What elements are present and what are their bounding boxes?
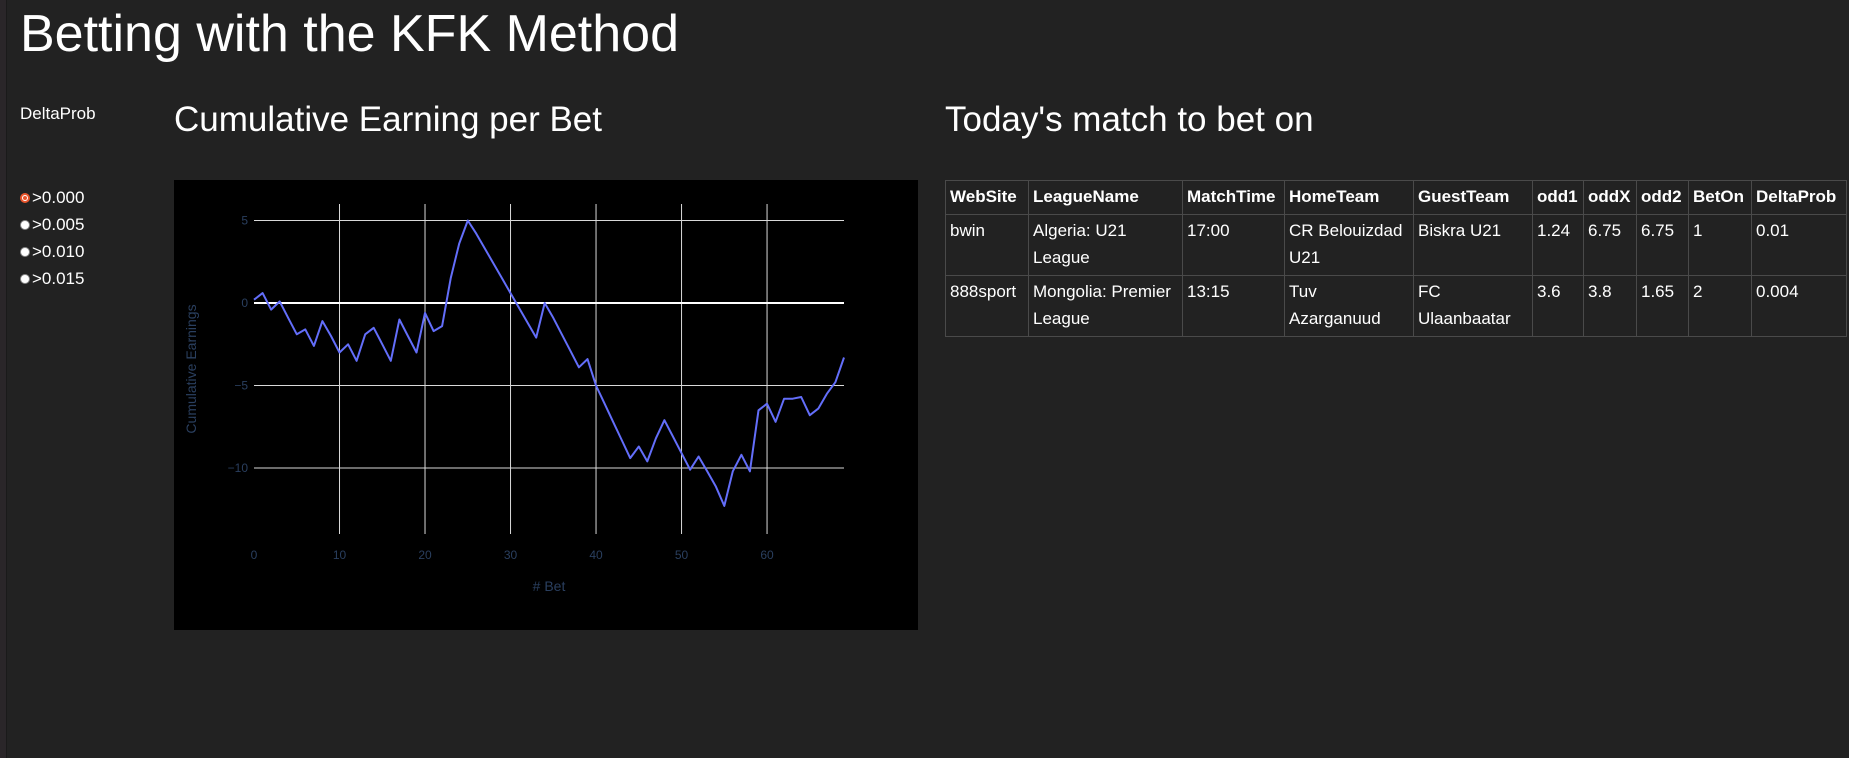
radio-unchecked-icon[interactable] bbox=[20, 273, 30, 284]
radio-option-1[interactable]: >0.005 bbox=[20, 211, 84, 238]
table-cell: Mongolia: Premier League bbox=[1028, 275, 1183, 337]
y-tick-label: 0 bbox=[241, 296, 248, 310]
y-tick-label: −10 bbox=[228, 461, 249, 475]
table-cell: bwin bbox=[945, 214, 1029, 276]
x-tick-label: 50 bbox=[675, 548, 689, 562]
page-title: Betting with the KFK Method bbox=[20, 5, 680, 63]
x-tick-label: 60 bbox=[760, 548, 774, 562]
table-cell: Tuv Azarganuud bbox=[1284, 275, 1414, 337]
table-cell: 1.65 bbox=[1636, 275, 1689, 337]
y-tick-label: 5 bbox=[241, 214, 248, 228]
table-cell: Algeria: U21 League bbox=[1028, 214, 1183, 276]
table-cell: 1.24 bbox=[1532, 214, 1584, 276]
deltaprob-filter-label: DeltaProb bbox=[20, 104, 96, 123]
table-cell: 6.75 bbox=[1636, 214, 1689, 276]
matches-table: WebSite LeagueName MatchTime HomeTeam Gu… bbox=[945, 180, 1847, 337]
x-tick-label: 10 bbox=[333, 548, 347, 562]
radio-option-2[interactable]: >0.010 bbox=[20, 238, 84, 265]
column-header[interactable]: DeltaProb bbox=[1751, 180, 1847, 215]
window-left-edge bbox=[0, 0, 7, 758]
y-axis-title: Cumulative Earnings bbox=[183, 304, 199, 433]
table-cell: 3.6 bbox=[1532, 275, 1584, 337]
table-cell: 2 bbox=[1688, 275, 1752, 337]
radio-unchecked-icon[interactable] bbox=[20, 219, 30, 230]
radio-checked-icon[interactable] bbox=[20, 192, 30, 203]
table-row: bwin Algeria: U21 League 17:00 CR Beloui… bbox=[945, 214, 1847, 276]
x-axis-title: # Bet bbox=[533, 578, 566, 594]
table-cell: 1 bbox=[1688, 214, 1752, 276]
cumulative-earnings-chart[interactable]: 0 10 20 30 40 50 60 5 0 −5 −10 # Bet Cumulative Ea… bbox=[174, 180, 918, 630]
x-tick-label: 30 bbox=[504, 548, 518, 562]
table-cell: 17:00 bbox=[1182, 214, 1285, 276]
radio-unchecked-icon[interactable] bbox=[20, 246, 30, 257]
column-header[interactable]: BetOn bbox=[1688, 180, 1752, 215]
radio-option-label: >0.000 bbox=[32, 187, 85, 207]
column-header[interactable]: MatchTime bbox=[1182, 180, 1285, 215]
column-header[interactable]: LeagueName bbox=[1028, 180, 1183, 215]
column-header[interactable]: HomeTeam bbox=[1284, 180, 1414, 215]
x-tick-label: 0 bbox=[251, 548, 258, 562]
radio-option-label: >0.010 bbox=[32, 241, 85, 261]
radio-option-label: >0.015 bbox=[32, 268, 85, 288]
table-cell: Biskra U21 bbox=[1413, 214, 1533, 276]
column-header[interactable]: oddX bbox=[1583, 180, 1637, 215]
table-section-title: Today's match to bet on bbox=[945, 100, 1314, 139]
table-cell: 888sport bbox=[945, 275, 1029, 337]
earnings-series-line bbox=[253, 219, 845, 507]
radio-option-label: >0.005 bbox=[32, 214, 85, 234]
x-tick-label: 20 bbox=[418, 548, 432, 562]
table-cell: 13:15 bbox=[1182, 275, 1285, 337]
x-tick-label: 40 bbox=[589, 548, 603, 562]
chart-series-layer bbox=[253, 219, 845, 507]
table-cell: 0.004 bbox=[1751, 275, 1847, 337]
column-header[interactable]: odd1 bbox=[1532, 180, 1584, 215]
deltaprob-radio-group: >0.000 >0.005 >0.010 >0.015 bbox=[20, 184, 84, 292]
table-cell: 6.75 bbox=[1583, 214, 1637, 276]
chart-grid bbox=[254, 204, 844, 534]
table-row: 888sport Mongolia: Premier League 13:15 … bbox=[945, 275, 1847, 337]
table-cell: 3.8 bbox=[1583, 275, 1637, 337]
radio-option-0[interactable]: >0.000 bbox=[20, 184, 84, 211]
table-cell: CR Belouizdad U21 bbox=[1284, 214, 1414, 276]
chart-section-title: Cumulative Earning per Bet bbox=[174, 100, 602, 139]
column-header[interactable]: odd2 bbox=[1636, 180, 1689, 215]
column-header[interactable]: WebSite bbox=[945, 180, 1029, 215]
radio-option-3[interactable]: >0.015 bbox=[20, 265, 84, 292]
table-cell: FC Ulaanbaatar bbox=[1413, 275, 1533, 337]
y-tick-label: −5 bbox=[234, 379, 248, 393]
table-header-row: WebSite LeagueName MatchTime HomeTeam Gu… bbox=[945, 180, 1847, 215]
table-cell: 0.01 bbox=[1751, 214, 1847, 276]
column-header[interactable]: GuestTeam bbox=[1413, 180, 1533, 215]
